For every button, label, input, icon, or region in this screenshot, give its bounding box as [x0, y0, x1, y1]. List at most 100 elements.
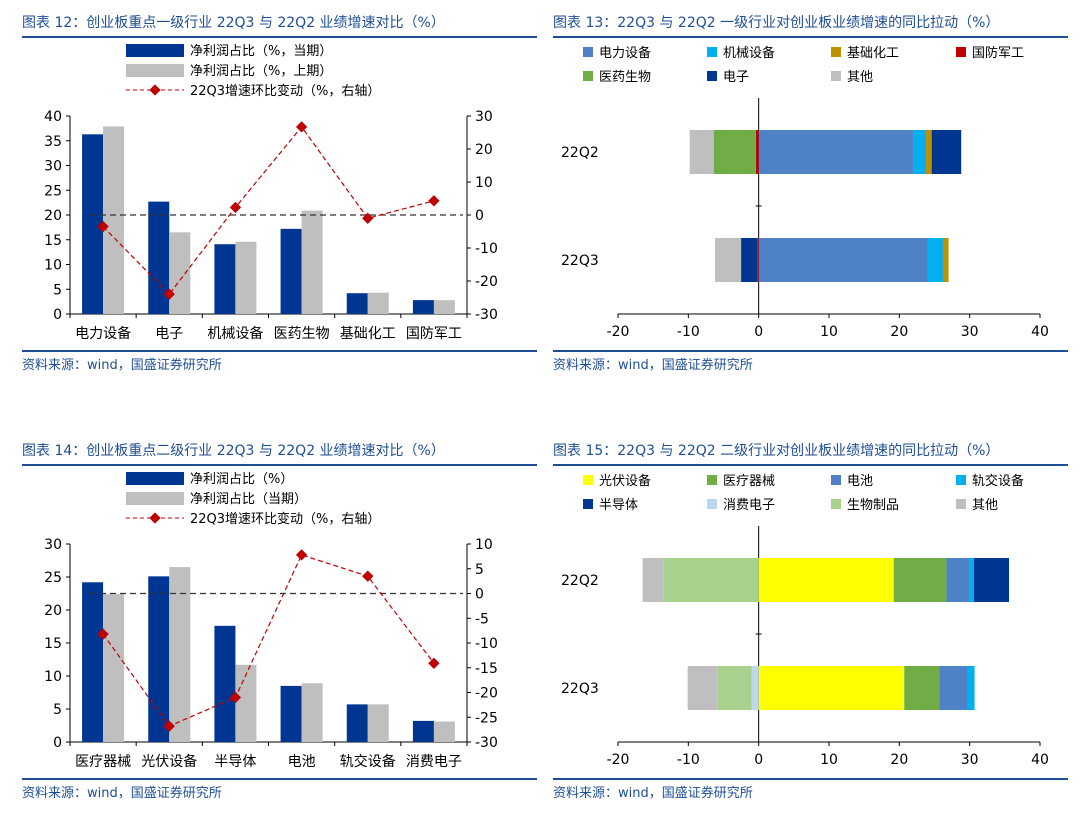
bar-segment — [973, 558, 1010, 602]
category-label: 电池 — [288, 754, 316, 770]
legend-label: 电池 — [847, 474, 873, 489]
bar — [214, 244, 236, 314]
right-tick-label: 20 — [475, 142, 493, 158]
right-tick-label: -20 — [475, 686, 498, 702]
bar — [367, 704, 389, 742]
bar-segment — [946, 558, 969, 602]
bar — [412, 720, 434, 742]
x-tick-label: 40 — [1031, 752, 1049, 768]
x-tick-label: 0 — [754, 324, 763, 340]
bar — [346, 704, 368, 742]
legend-swatch — [956, 499, 966, 509]
right-tick-label: -25 — [475, 710, 498, 726]
category-label: 22Q3 — [561, 253, 599, 269]
bar — [148, 201, 170, 314]
line-point — [362, 570, 374, 582]
right-tick-label: 30 — [475, 109, 493, 125]
right-tick-label: -10 — [475, 241, 498, 257]
line-point — [428, 195, 440, 207]
bar-segment — [687, 666, 718, 710]
category-label: 基础化工 — [340, 325, 396, 342]
bar-segment — [931, 130, 962, 174]
legend-label: 医疗器械 — [723, 474, 775, 489]
x-tick-label: 20 — [890, 752, 908, 768]
left-tick-label: 25 — [44, 183, 62, 199]
line-point — [295, 549, 308, 561]
bar-segment — [893, 558, 947, 602]
legend-swatch — [831, 47, 841, 57]
bar — [280, 685, 302, 742]
legend-label: 净利润占比（%） — [190, 472, 293, 487]
legend-swatch — [707, 475, 717, 485]
bar — [412, 300, 434, 314]
legend-label: 净利润占比（%，上期） — [190, 64, 332, 79]
bar — [235, 664, 257, 742]
bar-segment — [663, 558, 759, 602]
figure-13-title: 图表 13：22Q3 与 22Q2 一级行业对创业板业绩增速的同比拉动（%） — [553, 10, 1068, 38]
legend-label: 医药生物 — [599, 70, 651, 85]
bar — [280, 228, 302, 314]
legend-swatch — [831, 475, 841, 485]
left-tick-label: 5 — [53, 282, 62, 298]
series-line — [102, 554, 435, 727]
legend-marker — [149, 512, 161, 524]
bar-segment — [942, 238, 949, 282]
left-tick-label: 20 — [44, 208, 62, 224]
category-label: 半导体 — [214, 754, 256, 770]
right-tick-label: -15 — [475, 661, 498, 677]
line-point — [97, 628, 109, 640]
bar — [214, 625, 236, 742]
legend-swatch — [583, 71, 593, 81]
line-point — [163, 720, 175, 732]
x-tick-label: 40 — [1031, 324, 1049, 340]
x-tick-label: 0 — [754, 752, 763, 768]
bar-segment — [758, 130, 914, 174]
legend-label: 生物制品 — [847, 498, 899, 513]
category-label: 电力设备 — [75, 325, 131, 342]
category-label: 机械设备 — [207, 325, 263, 342]
legend-swatch — [583, 475, 593, 485]
legend-label: 国防军工 — [972, 45, 1024, 61]
legend-label: 基础化工 — [847, 46, 899, 61]
bar — [433, 300, 455, 314]
legend-label: 电力设备 — [599, 45, 651, 61]
right-tick-label: -30 — [475, 735, 498, 751]
figure-15-source: 资料来源：wind，国盛证券研究所 — [553, 778, 1068, 801]
category-label: 22Q2 — [561, 145, 599, 161]
left-tick-label: 30 — [44, 159, 62, 175]
bar-segment — [968, 558, 974, 602]
x-tick-label: 30 — [961, 752, 979, 768]
x-tick-label: -20 — [607, 324, 630, 340]
legend-swatch — [956, 475, 966, 485]
line-point — [295, 121, 308, 133]
bar — [103, 594, 125, 742]
right-tick-label: 10 — [475, 175, 493, 191]
left-tick-label: 30 — [44, 537, 62, 553]
legend-label: 其他 — [847, 70, 873, 85]
bar — [301, 683, 323, 742]
legend-swatch — [583, 499, 593, 509]
left-tick-label: 25 — [44, 570, 62, 586]
legend-swatch — [707, 499, 717, 509]
legend-label: 22Q3增速环比变动（%，右轴） — [190, 83, 380, 99]
bar-segment — [713, 130, 756, 174]
line-point — [362, 212, 374, 224]
legend-label: 光伏设备 — [599, 473, 651, 489]
legend-swatch — [126, 492, 184, 505]
left-tick-label: 40 — [44, 109, 62, 125]
figure-12-source: 资料来源：wind，国盛证券研究所 — [22, 350, 537, 373]
x-tick-label: 10 — [820, 324, 838, 340]
category-label: 医疗器械 — [75, 754, 131, 770]
legend-swatch — [126, 44, 184, 57]
bar — [82, 134, 104, 314]
left-tick-label: 20 — [44, 603, 62, 619]
right-tick-label: -5 — [475, 611, 489, 627]
line-point — [163, 288, 175, 300]
right-tick-label: 0 — [475, 587, 484, 603]
bar — [169, 567, 191, 742]
figure-15-title: 图表 15：22Q3 与 22Q2 二级行业对创业板业绩增速的同比拉动（%） — [553, 438, 1068, 466]
legend-swatch — [831, 499, 841, 509]
legend-label: 电子 — [723, 70, 749, 85]
category-label: 22Q2 — [561, 573, 599, 589]
